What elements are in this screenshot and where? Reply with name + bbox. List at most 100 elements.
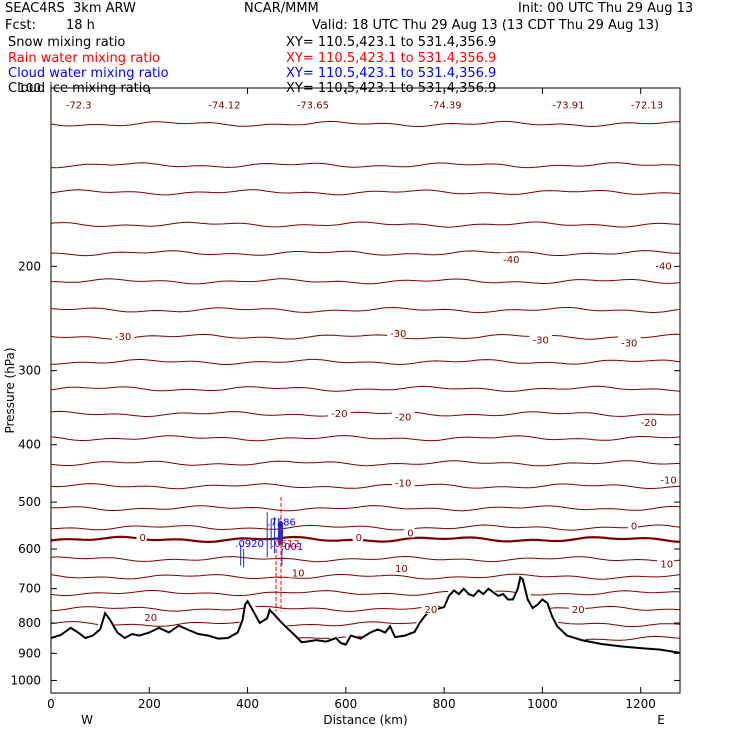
contour-label-bg [529, 333, 553, 345]
contour-label-bg [111, 329, 135, 341]
temperature-contour [50, 605, 681, 612]
contour-label: 20 [572, 605, 585, 616]
contour-label: -30 [115, 332, 131, 343]
contour-label-bg [205, 98, 247, 110]
contour-label-bg [421, 602, 438, 614]
west-label: W [81, 713, 93, 727]
contour-label: -10 [660, 476, 676, 487]
y-tick-label: 300 [18, 364, 41, 378]
contour-label-bg [618, 336, 641, 348]
cloud-features: .0920.7586 .0612.001 [235, 496, 303, 612]
contour-label: 0 [356, 533, 362, 544]
contour-label-bg [657, 473, 680, 485]
contour-label: -30 [390, 329, 406, 340]
temperature-contour [50, 385, 681, 392]
temperature-contour [50, 555, 681, 563]
field-name-cloud-water: Cloud water mixing ratio [8, 66, 169, 81]
contour-label-bg [391, 476, 415, 488]
y-tick-label: 200 [18, 259, 41, 273]
temperature-contour [50, 333, 681, 340]
model-title: SEAC4RS 3km ARW [5, 1, 136, 16]
temperature-contour [50, 505, 681, 512]
x-axis-label: Distance (km) [323, 713, 407, 727]
terrain-line [50, 575, 681, 654]
field-xy-cloud-water: XY= 110.5,423.1 to 531.4,356.9 [286, 66, 497, 81]
contour-label-bg [549, 98, 591, 110]
contour-label-bg [637, 416, 661, 428]
y-tick-label: 1000 [10, 673, 41, 687]
contour-label-bg [652, 259, 676, 271]
y-tick-label: 900 [18, 646, 41, 660]
temperature-contour [50, 189, 681, 196]
x-tick-label: 800 [433, 697, 456, 711]
contour-label-bg [627, 98, 670, 110]
x-tick-label: 200 [138, 697, 161, 711]
temperature-contour [50, 120, 680, 127]
x-tick-label: 0 [47, 697, 55, 711]
terrain-profile [50, 575, 681, 654]
contour-label: -73.91 [552, 100, 584, 111]
plot-frame [50, 87, 681, 694]
contour-label-bg [426, 98, 468, 110]
temperature-contour [50, 483, 681, 490]
cloud-value-label: .7586 [267, 518, 296, 529]
contour-label-bg [568, 602, 586, 614]
temperature-contour [50, 306, 681, 314]
valid-time: Valid: 18 UTC Thu 29 Aug 13 (13 CDT Thu … [312, 18, 660, 33]
cloud-value-label: .001 [281, 542, 303, 553]
temperature-contour [51, 278, 681, 285]
y-top-label: 100 [18, 81, 41, 95]
contour-label: -72.13 [631, 100, 663, 111]
contour-label-bg [141, 611, 158, 623]
contour-label: 0 [139, 533, 145, 544]
y-tick-label: 500 [18, 495, 41, 509]
contour-label: 20 [144, 613, 157, 624]
forecast-label: Fcst: [5, 18, 36, 33]
temperature-contour [50, 535, 681, 544]
contour-label: -20 [331, 409, 347, 420]
contour-label: -30 [533, 336, 549, 347]
contour-label: 0 [407, 529, 413, 540]
temperature-contour [50, 590, 681, 597]
temperature-contour [50, 435, 681, 442]
y-tick-label: 600 [18, 542, 41, 556]
contour-label-bg [62, 98, 98, 110]
contour-label-bg [500, 252, 523, 264]
x-tick-label: 600 [334, 697, 357, 711]
x-tick-label: 1200 [625, 697, 656, 711]
contour-label: -74.39 [429, 100, 461, 111]
contour-label-bg [627, 519, 639, 531]
temperature-contour [50, 221, 680, 228]
field-name-rain: Rain water mixing ratio [8, 51, 161, 66]
y-axis-label: Pressure (hPa) [3, 347, 17, 433]
y-tick-label: 400 [18, 438, 41, 452]
x-tick-label: 1000 [527, 697, 558, 711]
field-name-snow: Snow mixing ratio [8, 35, 126, 50]
axes: 0 200 400 600 800 1000 12002003004005006007008… [10, 81, 680, 711]
temperature-contour [50, 358, 681, 365]
field-xy-rain: XY= 110.5,423.1 to 531.4,356.9 [286, 51, 497, 66]
temperature-contour [50, 460, 681, 467]
contour-label: 20 [424, 605, 437, 616]
contour-label-bg [391, 410, 415, 422]
contour-label-bg [293, 98, 335, 110]
contour-label: -30 [621, 339, 637, 350]
contour-label: 10 [292, 569, 305, 580]
field-xy-snow: XY= 110.5,423.1 to 531.4,356.9 [286, 35, 497, 50]
y-tick-label: 700 [18, 582, 41, 596]
init-time: Init: 00 UTC Thu 29 Aug 13 [518, 1, 694, 16]
temperature-contour [50, 410, 681, 418]
temperature-contours [50, 120, 681, 641]
contour-label: -10 [395, 478, 411, 489]
temperature-contour [50, 524, 681, 531]
contour-labels: -72.3 -74.12 -73.65 -74.39 -73.91 -72.13 -40 -4… [62, 98, 680, 624]
contour-label-bg [387, 326, 410, 338]
contour-label-bg [288, 566, 306, 578]
y-tick-label: 800 [18, 616, 41, 630]
contour-label: -20 [641, 418, 657, 429]
contour-label: 10 [660, 559, 673, 570]
contour-label: -20 [395, 413, 411, 424]
contour-label-bg [352, 531, 363, 543]
contour-label: -40 [655, 261, 671, 272]
